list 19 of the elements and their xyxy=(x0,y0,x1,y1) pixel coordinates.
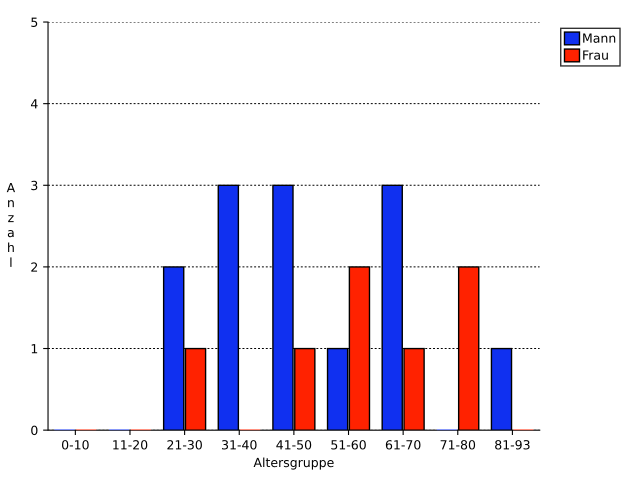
x-tick-label: 51-60 xyxy=(331,440,366,450)
y-tick-label: 0 xyxy=(31,426,38,436)
x-tick-label: 0-10 xyxy=(62,440,89,450)
legend-label: Mann xyxy=(583,34,616,43)
legend-label: Frau xyxy=(583,50,608,60)
y-tick-label: 1 xyxy=(32,344,38,354)
y-tick-label: 4 xyxy=(30,99,38,108)
x-tick-label: 11-20 xyxy=(113,440,148,450)
x-tick-label: 71-80 xyxy=(440,440,476,450)
x-tick-label: 41-50 xyxy=(276,440,312,450)
y-tick-label: 5 xyxy=(31,18,38,27)
y-tick-label: 3 xyxy=(31,180,38,190)
y-tick-label: 2 xyxy=(31,262,38,272)
x-tick-label: 61-70 xyxy=(386,440,420,450)
x-tick-label: 21-30 xyxy=(167,440,202,450)
x-axis-title: Altersgruppe xyxy=(254,458,334,470)
y-axis-title: Anzahl xyxy=(6,183,16,267)
x-tick-label: 81-93 xyxy=(495,440,530,450)
x-tick-label: 31-40 xyxy=(222,440,257,450)
